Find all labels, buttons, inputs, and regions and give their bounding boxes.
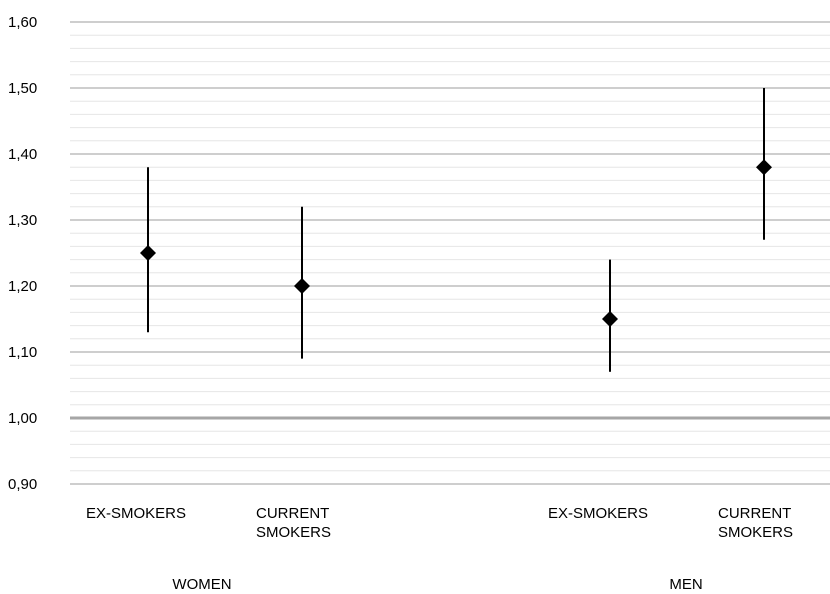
y-tick-label: 1,40 xyxy=(8,146,37,163)
group-label: MEN xyxy=(669,576,702,593)
category-label: CURRENT xyxy=(256,505,329,522)
point-estimate-marker xyxy=(294,278,310,294)
y-axis-tick-labels: 0,90 1,00 1,10 1,20 1,30 1,40 1,50 1,60 xyxy=(8,14,37,493)
category-label: EX-SMOKERS xyxy=(548,505,648,522)
point-estimate-marker xyxy=(756,159,772,176)
y-tick-label: 1,50 xyxy=(8,80,37,97)
point-estimate-marker xyxy=(140,245,156,261)
group-label: WOMEN xyxy=(172,576,231,593)
y-tick-label: 1,00 xyxy=(8,410,37,427)
confidence-intervals xyxy=(147,88,765,372)
y-tick-label: 1,10 xyxy=(8,344,37,361)
y-tick-label: 0,90 xyxy=(8,476,37,493)
point-estimate-marker xyxy=(602,311,618,327)
category-labels: EX-SMOKERS CURRENT SMOKERS EX-SMOKERS CURREN… xyxy=(86,505,793,541)
category-label: CURRENT xyxy=(718,505,791,522)
category-label: SMOKERS xyxy=(718,524,793,541)
point-estimates xyxy=(140,159,772,327)
major-gridlines xyxy=(70,21,830,485)
category-label: SMOKERS xyxy=(256,524,331,541)
group-labels: WOMEN MEN xyxy=(172,576,702,593)
y-tick-label: 1,20 xyxy=(8,278,37,295)
category-label: EX-SMOKERS xyxy=(86,505,186,522)
y-tick-label: 1,30 xyxy=(8,212,37,229)
minor-gridlines xyxy=(70,34,830,472)
y-tick-label: 1,60 xyxy=(8,14,37,31)
